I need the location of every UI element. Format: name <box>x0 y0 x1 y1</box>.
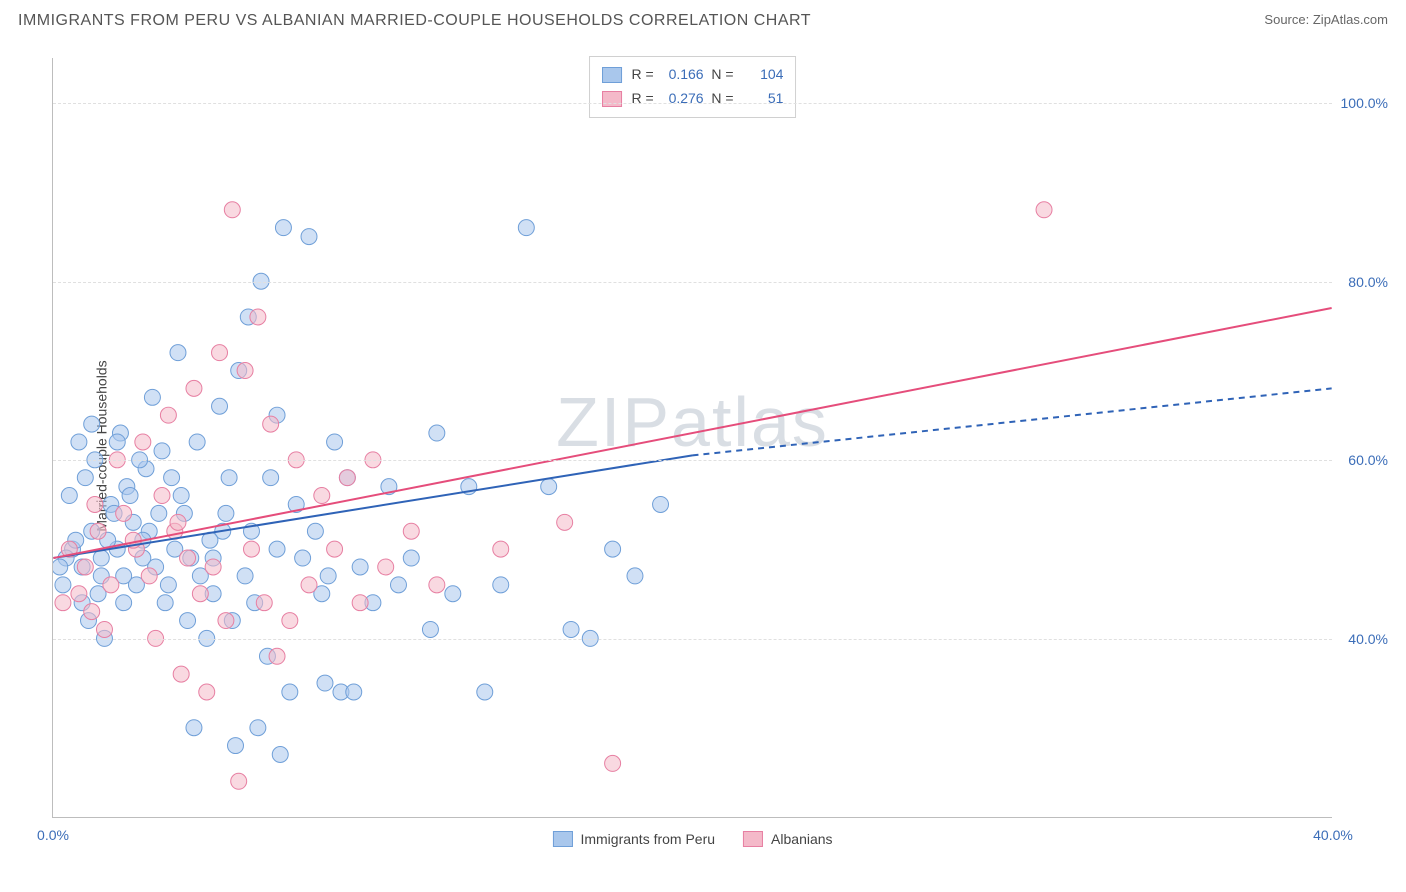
legend-row: R = 0.166 N = 104 <box>602 63 784 87</box>
chart-container: Married-couple Households ZIPatlas R = 0… <box>44 50 1388 842</box>
legend-label: Immigrants from Peru <box>580 831 715 847</box>
r-value: 0.276 <box>658 87 704 111</box>
n-value: 104 <box>737 63 783 87</box>
legend-swatch-albanians <box>743 831 763 847</box>
gridline-h <box>53 639 1332 640</box>
chart-title: IMMIGRANTS FROM PERU VS ALBANIAN MARRIED… <box>18 12 811 30</box>
y-tick-label: 80.0% <box>1348 274 1388 290</box>
source-label: Source: <box>1264 12 1309 27</box>
legend-swatch-albanians <box>602 91 622 107</box>
plot-area: ZIPatlas R = 0.166 N = 104 R = 0.276 N =… <box>52 58 1332 818</box>
y-tick-label: 100.0% <box>1341 95 1388 111</box>
r-value: 0.166 <box>658 63 704 87</box>
scatter-svg <box>53 58 1332 817</box>
series-legend: Immigrants from Peru Albanians <box>552 831 832 847</box>
legend-item-peru: Immigrants from Peru <box>552 831 715 847</box>
y-tick-label: 40.0% <box>1348 631 1388 647</box>
source-link[interactable]: ZipAtlas.com <box>1313 12 1388 27</box>
legend-swatch-peru <box>552 831 572 847</box>
legend-label: Albanians <box>771 831 833 847</box>
n-value: 51 <box>737 87 783 111</box>
y-tick-label: 60.0% <box>1348 452 1388 468</box>
source-attribution: Source: ZipAtlas.com <box>1264 12 1388 27</box>
x-tick-label: 0.0% <box>37 827 69 843</box>
gridline-h <box>53 103 1332 104</box>
correlation-legend: R = 0.166 N = 104 R = 0.276 N = 51 <box>589 56 797 118</box>
legend-item-albanians: Albanians <box>743 831 833 847</box>
gridline-h <box>53 282 1332 283</box>
legend-swatch-peru <box>602 67 622 83</box>
gridline-h <box>53 460 1332 461</box>
chart-header: IMMIGRANTS FROM PERU VS ALBANIAN MARRIED… <box>0 0 1406 30</box>
x-tick-label: 40.0% <box>1313 827 1353 843</box>
legend-row: R = 0.276 N = 51 <box>602 87 784 111</box>
legend-stat: R = 0.276 N = 51 <box>632 87 784 111</box>
watermark-text: ZIPatlas <box>556 382 829 462</box>
legend-stat: R = 0.166 N = 104 <box>632 63 784 87</box>
